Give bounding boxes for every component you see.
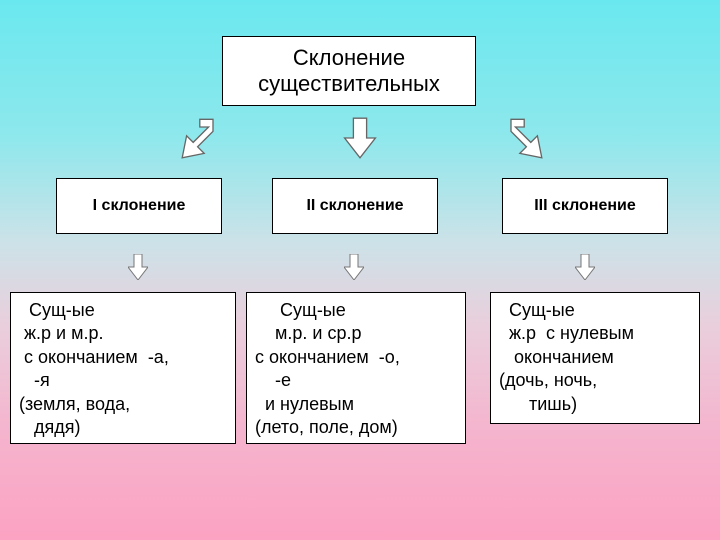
- arrow-large-right: [500, 116, 544, 160]
- arrow-large-left: [180, 116, 224, 160]
- declension-desc-2: Сущ-ые м.р. и ср.р с окончанием -о, -е и…: [246, 292, 466, 444]
- title-box: Склонение существительных: [222, 36, 476, 106]
- arrow-small-1: [128, 254, 148, 280]
- declension-desc-1: Сущ-ые ж.р и м.р. с окончанием -а, -я (з…: [10, 292, 236, 444]
- declension-header-2: II склонение: [272, 178, 438, 234]
- declension-desc-3: Сущ-ые ж.р с нулевым окончанием (дочь, н…: [490, 292, 700, 424]
- declension-header-3: III склонение: [502, 178, 668, 234]
- declension-header-1: I склонение: [56, 178, 222, 234]
- arrow-small-3: [575, 254, 595, 280]
- arrow-large-mid: [338, 116, 382, 160]
- arrow-small-2: [344, 254, 364, 280]
- title-text: Склонение существительных: [258, 45, 440, 98]
